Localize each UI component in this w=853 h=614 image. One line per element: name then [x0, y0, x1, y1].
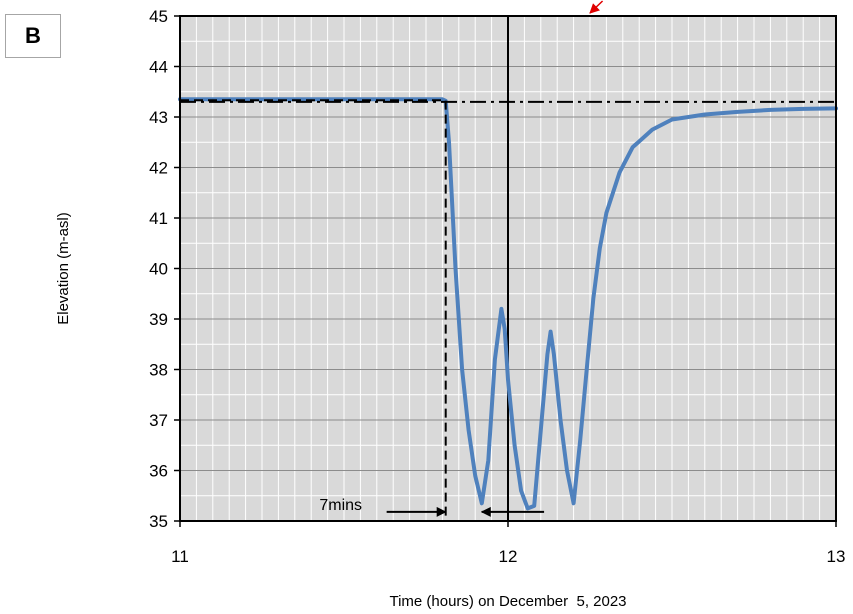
red-pointer-arrow — [589, 0, 604, 14]
annotation-label: 7mins — [319, 497, 362, 514]
y-tick-label: 40 — [149, 260, 168, 279]
y-tick-label: 38 — [149, 361, 168, 380]
x-tick-label: 11 — [171, 547, 189, 566]
y-tick-label: 42 — [149, 159, 168, 178]
x-axis-title: Time (hours) on December 5, 2023 — [389, 593, 626, 610]
panel-label: B — [5, 14, 61, 58]
x-tick-label: 12 — [499, 547, 518, 566]
y-tick-label: 45 — [149, 7, 168, 26]
y-tick-label: 43 — [149, 108, 168, 127]
y-tick-label: 37 — [149, 411, 168, 430]
y-axis-title: Elevation (m-asl) — [55, 212, 72, 325]
dashed-guide-line — [180, 99, 447, 521]
elevation-series-line — [178, 97, 838, 511]
y-tick-label: 41 — [149, 209, 168, 228]
y-tick-label: 35 — [149, 512, 168, 531]
y-tick-label: 39 — [149, 310, 168, 329]
x-tick-label: 13 — [827, 547, 846, 566]
y-tick-label: 44 — [149, 58, 168, 77]
y-tick-label: 36 — [149, 462, 168, 481]
